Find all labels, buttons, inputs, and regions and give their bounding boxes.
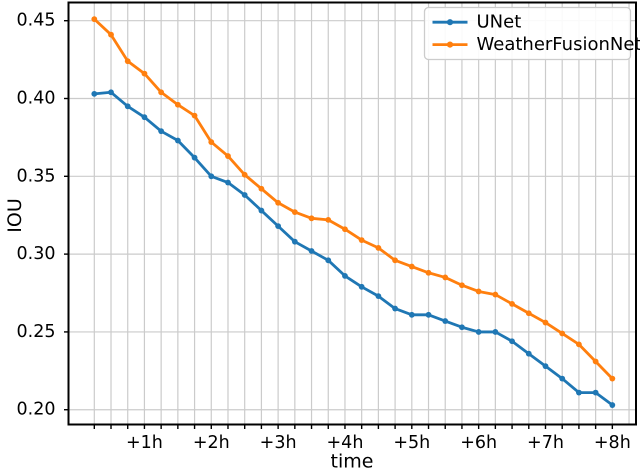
data-point-unet — [174, 137, 181, 144]
data-point-weatherfusionnet — [576, 341, 582, 348]
data-point-weatherfusionnet — [124, 58, 131, 65]
data-point-weatherfusionnet — [325, 216, 332, 223]
data-point-weatherfusionnet — [459, 282, 465, 289]
data-point-weatherfusionnet — [492, 291, 499, 298]
y-tick-label: 0.20 — [17, 400, 56, 420]
legend: UNet WeatherFusionNet — [423, 6, 640, 61]
data-point-weatherfusionnet — [525, 310, 532, 317]
y-tick-label: 0.35 — [17, 166, 56, 186]
data-point-unet — [525, 350, 532, 357]
data-point-unet — [325, 257, 332, 264]
data-point-unet — [592, 389, 599, 396]
x-tick-label: +3h — [260, 433, 297, 453]
data-point-weatherfusionnet — [592, 358, 599, 365]
data-point-weatherfusionnet — [258, 185, 265, 192]
x-tick-label: +2h — [193, 433, 230, 453]
data-point-weatherfusionnet — [375, 244, 382, 251]
x-tick-label: +4h — [327, 433, 364, 453]
data-point-weatherfusionnet — [91, 16, 98, 23]
data-point-weatherfusionnet — [308, 215, 315, 222]
data-point-unet — [375, 293, 382, 300]
legend-marker-weatherfusionnet — [446, 41, 454, 48]
legend-box — [423, 6, 632, 61]
data-point-weatherfusionnet — [141, 70, 148, 77]
data-point-weatherfusionnet — [158, 89, 165, 96]
data-point-unet — [358, 283, 365, 290]
data-point-unet — [475, 329, 482, 335]
data-point-weatherfusionnet — [275, 199, 282, 206]
data-point-unet — [425, 311, 432, 318]
data-point-unet — [576, 389, 582, 396]
data-point-unet — [291, 238, 298, 245]
data-point-unet — [108, 89, 114, 96]
data-point-weatherfusionnet — [174, 101, 181, 108]
gridlines — [68, 2, 636, 425]
data-point-unet — [91, 90, 98, 97]
data-point-unet — [459, 324, 465, 331]
y-tick-label: 0.40 — [17, 89, 56, 109]
legend-label-weatherfusionnet: WeatherFusionNet — [477, 34, 640, 55]
data-series — [91, 16, 616, 408]
series-line-weatherfusionnet — [92, 17, 614, 380]
x-tick-label: +6h — [460, 433, 497, 453]
x-tick-label: +7h — [527, 433, 564, 453]
data-point-weatherfusionnet — [425, 269, 432, 276]
x-tick-label: +5h — [393, 433, 430, 453]
data-point-weatherfusionnet — [241, 171, 248, 178]
data-point-weatherfusionnet — [442, 274, 449, 281]
data-point-unet — [225, 179, 231, 186]
data-point-weatherfusionnet — [208, 139, 215, 145]
x-tick-label: +8h — [594, 433, 631, 453]
x-axis-label: time — [331, 451, 374, 472]
data-point-weatherfusionnet — [358, 237, 365, 244]
data-point-unet — [492, 329, 499, 335]
data-point-unet — [241, 192, 248, 198]
data-point-weatherfusionnet — [392, 257, 398, 264]
legend-item-unet: UNet — [432, 12, 522, 33]
y-tick-label: 0.45 — [17, 11, 56, 31]
x-axis-ticks: +1h +2h +3h +4h +5h +6h +7h +8h — [93, 424, 631, 453]
data-point-weatherfusionnet — [609, 375, 616, 382]
data-point-unet — [258, 207, 265, 214]
data-point-unet — [609, 402, 616, 408]
data-point-weatherfusionnet — [342, 226, 348, 233]
data-point-unet — [275, 223, 282, 230]
data-point-weatherfusionnet — [191, 112, 198, 119]
data-point-weatherfusionnet — [225, 153, 231, 159]
data-point-unet — [158, 128, 165, 135]
data-point-unet — [408, 311, 415, 318]
data-point-unet — [124, 103, 131, 110]
data-point-weatherfusionnet — [509, 301, 515, 307]
data-point-unet — [208, 173, 215, 180]
data-point-unet — [442, 318, 449, 324]
y-tick-label: 0.30 — [17, 244, 56, 264]
y-tick-label: 0.25 — [17, 322, 56, 342]
data-point-unet — [542, 363, 549, 370]
data-point-weatherfusionnet — [559, 330, 566, 337]
plot-frame — [67, 1, 637, 426]
legend-label-unet: UNet — [477, 12, 522, 33]
data-point-unet — [141, 114, 148, 121]
y-axis-label: IOU — [4, 198, 26, 232]
data-point-unet — [392, 305, 398, 312]
y-axis-ticks: 0.20 0.25 0.30 0.35 0.40 0.45 — [17, 11, 69, 420]
data-point-unet — [559, 375, 566, 382]
x-tick-label: +1h — [126, 433, 163, 453]
data-point-unet — [509, 338, 515, 345]
legend-item-weatherfusionnet: WeatherFusionNet — [432, 34, 640, 55]
data-point-weatherfusionnet — [542, 319, 549, 326]
data-point-unet — [308, 248, 315, 254]
data-point-weatherfusionnet — [108, 31, 114, 38]
series-line-unet — [92, 90, 614, 407]
data-point-weatherfusionnet — [291, 209, 298, 215]
data-point-weatherfusionnet — [408, 263, 415, 270]
data-point-unet — [342, 272, 348, 279]
legend-marker-unet — [446, 19, 454, 26]
data-point-weatherfusionnet — [475, 288, 482, 295]
data-point-unet — [191, 154, 198, 161]
